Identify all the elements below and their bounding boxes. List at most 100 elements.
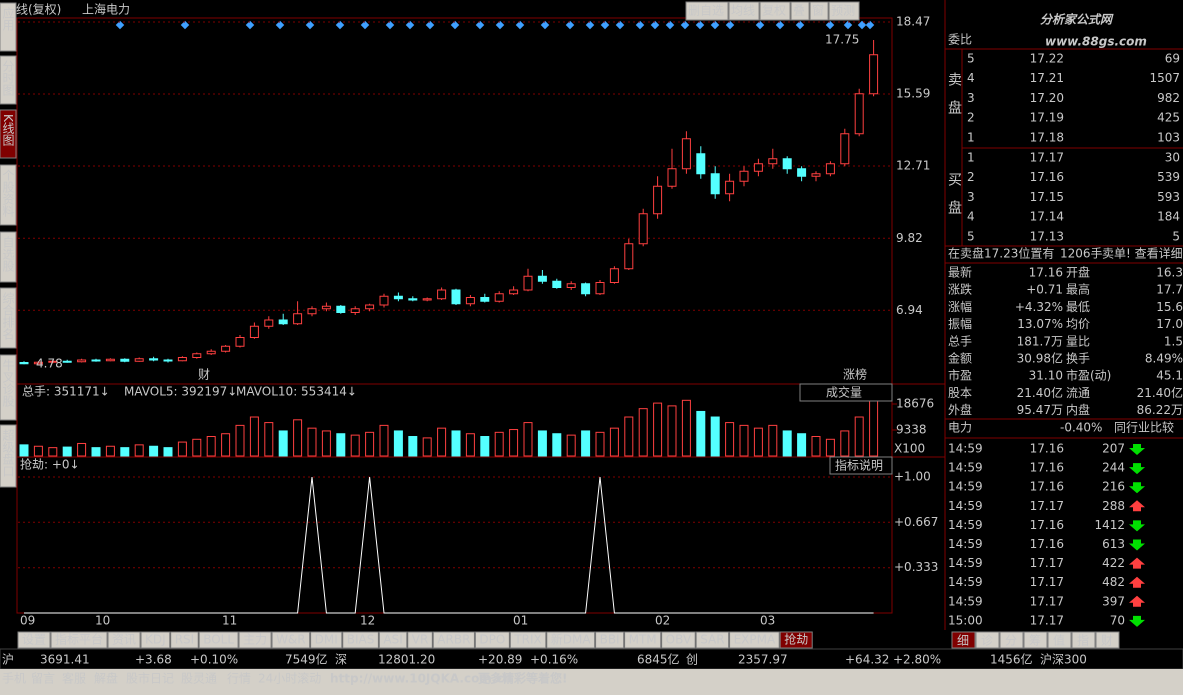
side-tab-bg[interactable] (0, 287, 17, 349)
indicator-tab[interactable]: 主力 (243, 633, 267, 647)
indicator-tab-bg[interactable] (474, 631, 510, 649)
indicator-tab-bg[interactable] (546, 631, 596, 649)
badge[interactable]: 财 (198, 368, 210, 382)
indicator-tab[interactable]: EXPMA (734, 633, 776, 647)
index-quote: 7549亿 (285, 652, 328, 667)
indicator-tab[interactable]: BBI (600, 633, 620, 647)
status-link[interactable]: 24小时滚动 (258, 671, 321, 686)
side-tab-bg[interactable] (0, 55, 17, 105)
indicator-tab-bg[interactable] (695, 631, 730, 649)
side-tab[interactable]: 自选股 (1, 236, 15, 273)
panel-tab[interactable]: 细 (957, 634, 969, 648)
indicator-tab[interactable]: BIAS (347, 633, 375, 647)
indicator-tab-bg[interactable] (595, 631, 625, 649)
panel-tab[interactable]: 值 (1053, 633, 1065, 648)
indicator-tab-bg[interactable] (170, 631, 199, 649)
panel-tab-bg[interactable] (1095, 631, 1120, 649)
indicator-selector[interactable]: 成交量 (826, 385, 862, 400)
side-tab[interactable]: K线图 (1, 114, 15, 146)
side-tab[interactable]: 超级盘口 (1, 428, 15, 477)
help-bg[interactable] (829, 456, 893, 475)
toolbar-button[interactable]: 删自选 (688, 4, 724, 18)
indicator-tab[interactable]: 资讯 (112, 633, 136, 647)
indicator-tab-bg[interactable] (238, 631, 272, 649)
panel-tab[interactable]: 财 (1101, 634, 1113, 648)
indicator-tab-bg[interactable] (310, 631, 343, 649)
indicator-tab-bg[interactable] (50, 631, 108, 649)
indicator-tab[interactable]: BOLL (203, 633, 234, 647)
status-link[interactable]: 留言 (31, 672, 55, 686)
status-link[interactable]: 手机 (2, 672, 26, 686)
side-tab[interactable]: 个股资料 (1, 169, 15, 217)
badge[interactable]: 涨榜 (843, 367, 867, 382)
indicator-tab[interactable]: 设置 (22, 633, 46, 647)
panel-tab-bg[interactable] (951, 631, 976, 649)
panel-tab-bg[interactable] (1047, 631, 1072, 649)
indicator-tab[interactable]: 指标平台 (55, 632, 103, 647)
indicator-tab[interactable]: DPO (479, 633, 505, 647)
indicator-tab-bg[interactable] (342, 631, 379, 649)
panel-tab-bg[interactable] (999, 631, 1024, 649)
side-tab-bg[interactable] (0, 2, 17, 52)
indicator-tab[interactable]: W&R (276, 633, 306, 647)
indicator-tab[interactable]: VR (412, 633, 429, 647)
toolbar-button[interactable]: 均线 (731, 4, 755, 18)
indicator-tab[interactable]: 新DMA (551, 632, 592, 647)
side-tab-bg[interactable] (0, 164, 17, 226)
indicator-tab[interactable]: SAR (700, 633, 724, 647)
side-tab[interactable]: 应用 (1, 6, 15, 32)
indicator-help[interactable]: 指标说明 (835, 458, 883, 473)
panel-tab[interactable]: 指 (1077, 633, 1089, 648)
indicator-tab-bg[interactable] (107, 631, 141, 649)
panel-tab[interactable]: 分 (1005, 634, 1017, 648)
indicator-tab-bg[interactable] (140, 631, 171, 649)
side-tab[interactable]: 分时图 (1, 60, 15, 96)
indicator-tab[interactable]: OBV (666, 633, 692, 647)
indicator-tab-bg[interactable] (407, 631, 433, 649)
notice-link[interactable]: 卖单! 查看详细 (1102, 246, 1183, 261)
status-link[interactable]: 客服 (62, 671, 86, 686)
status-link[interactable]: 行情 (227, 672, 251, 686)
indicator-tab[interactable]: 抢劫 (784, 632, 808, 647)
indicator-tab[interactable]: KDJ (145, 633, 166, 647)
indicator-tab-bg[interactable] (378, 631, 408, 649)
indicator-tab-bg[interactable] (271, 631, 311, 649)
side-tab[interactable]: 综合排名 (1, 292, 15, 340)
sector-button[interactable]: 同行业比较 (1114, 420, 1174, 435)
toolbar-button[interactable]: 预测 (831, 4, 855, 18)
status-link[interactable]: 股市日记 (126, 671, 174, 686)
indicator-tab-bg[interactable] (729, 631, 780, 649)
volume-bar (854, 416, 864, 457)
side-tab-bg[interactable] (0, 354, 17, 421)
panel-tab-bg[interactable] (975, 631, 1000, 649)
side-tab-bg[interactable] (0, 231, 17, 283)
toolbar-button[interactable]: 复权 (762, 4, 786, 18)
toolbar-button[interactable]: 窗 (812, 4, 824, 18)
panel-tab-bg[interactable] (1071, 631, 1096, 649)
indicator-tab[interactable]: RSI (175, 633, 195, 647)
indicator-tab-bg[interactable] (779, 631, 813, 649)
status-link[interactable]: 股灵通 (181, 672, 217, 686)
indicator-tab-bg[interactable] (661, 631, 696, 649)
side-tab-bg[interactable] (0, 109, 17, 159)
selector-bg[interactable] (799, 383, 893, 402)
indicator-tab[interactable]: DMI (315, 633, 338, 647)
indicator-tab[interactable]: ASI (383, 633, 402, 647)
panel-tab[interactable]: 筹 (1029, 634, 1041, 648)
indicator-tab-bg[interactable] (198, 631, 239, 649)
status-link[interactable]: http://www.10JQKA.com.cn (330, 672, 512, 686)
panel-tab-bg[interactable] (1023, 631, 1048, 649)
indicator-tab-bg[interactable] (624, 631, 662, 649)
indicator-tab-bg[interactable] (432, 631, 475, 649)
panel-tab[interactable]: 诊 (981, 634, 993, 648)
side-tab-bg[interactable] (0, 424, 17, 488)
indicator-tab[interactable]: ARBR (437, 633, 470, 647)
status-link[interactable]: 解盘 (94, 671, 118, 686)
indicator-tab-bg[interactable] (509, 631, 547, 649)
indicator-tab-bg[interactable] (17, 631, 51, 649)
indicator-tab[interactable]: MTM (629, 633, 657, 647)
status-link[interactable]: 更多精彩等着您! (478, 671, 567, 686)
toolbar-button[interactable]: 叠 (793, 4, 805, 18)
side-tab[interactable]: 牛叉诊股 (1, 358, 15, 408)
indicator-tab[interactable]: TRIX (513, 633, 541, 647)
